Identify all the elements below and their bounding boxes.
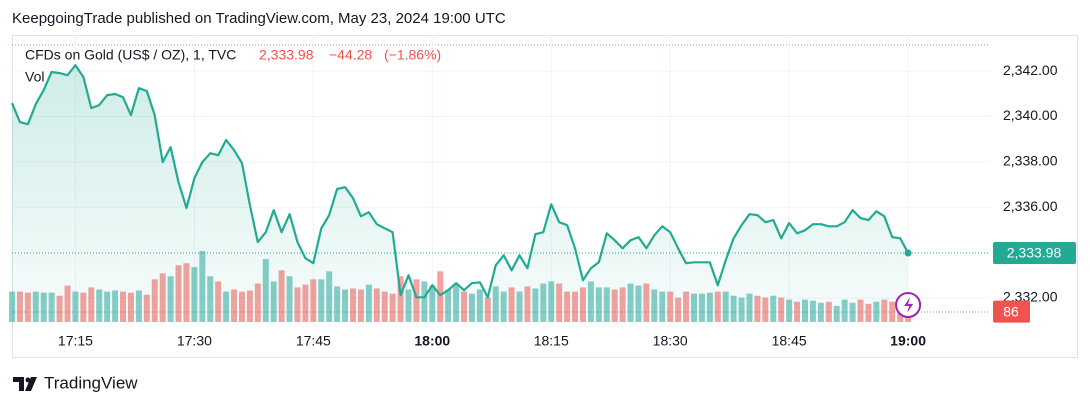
- logo: [13, 377, 37, 391]
- axes: 2,332.002,336.002,338.002,340.002,342.00…: [58, 62, 1076, 349]
- volume-label: Vol: [25, 69, 44, 85]
- publish-line: KeepgoingTrade published on TradingView.…: [12, 10, 506, 27]
- logo-mark: [13, 377, 37, 391]
- flash-icon: [895, 292, 922, 318]
- volume-badge: [993, 300, 1030, 323]
- x-tick-label: 17:45: [296, 333, 331, 349]
- y-tick-label: 2,336.00: [1003, 198, 1058, 214]
- x-tick-label: 17:15: [58, 333, 93, 349]
- last-price-badge: [993, 242, 1076, 265]
- y-tick-label: 2,342.00: [1003, 62, 1058, 78]
- brand: TradingView: [44, 373, 138, 392]
- plot: [10, 64, 990, 322]
- last-price: 2,333.98: [259, 47, 314, 63]
- area: [12, 65, 909, 322]
- x-tick-label: 18:00: [414, 333, 450, 349]
- x-tick-label: 18:45: [772, 333, 807, 349]
- x-tick-label: 18:15: [534, 333, 569, 349]
- change-pct: (−1.86%): [384, 47, 441, 63]
- x-tick-label: 19:00: [890, 333, 926, 349]
- symbol: CFDs on Gold (US$ / OZ), 1, TVC: [25, 47, 236, 63]
- x-tick-label: 18:30: [653, 333, 688, 349]
- last-point: [904, 249, 912, 257]
- volume-badge-text: 86: [1003, 303, 1019, 319]
- flash-bolt: [904, 297, 914, 313]
- y-tick-label: 2,340.00: [1003, 107, 1058, 123]
- x-tick-label: 17:30: [177, 333, 212, 349]
- price-line: [10, 64, 910, 299]
- logo-dot: [25, 377, 31, 383]
- change: −44.28: [329, 47, 372, 63]
- last-price-badge-text: 2,333.98: [1007, 245, 1062, 261]
- y-tick-label: 2,338.00: [1003, 153, 1058, 169]
